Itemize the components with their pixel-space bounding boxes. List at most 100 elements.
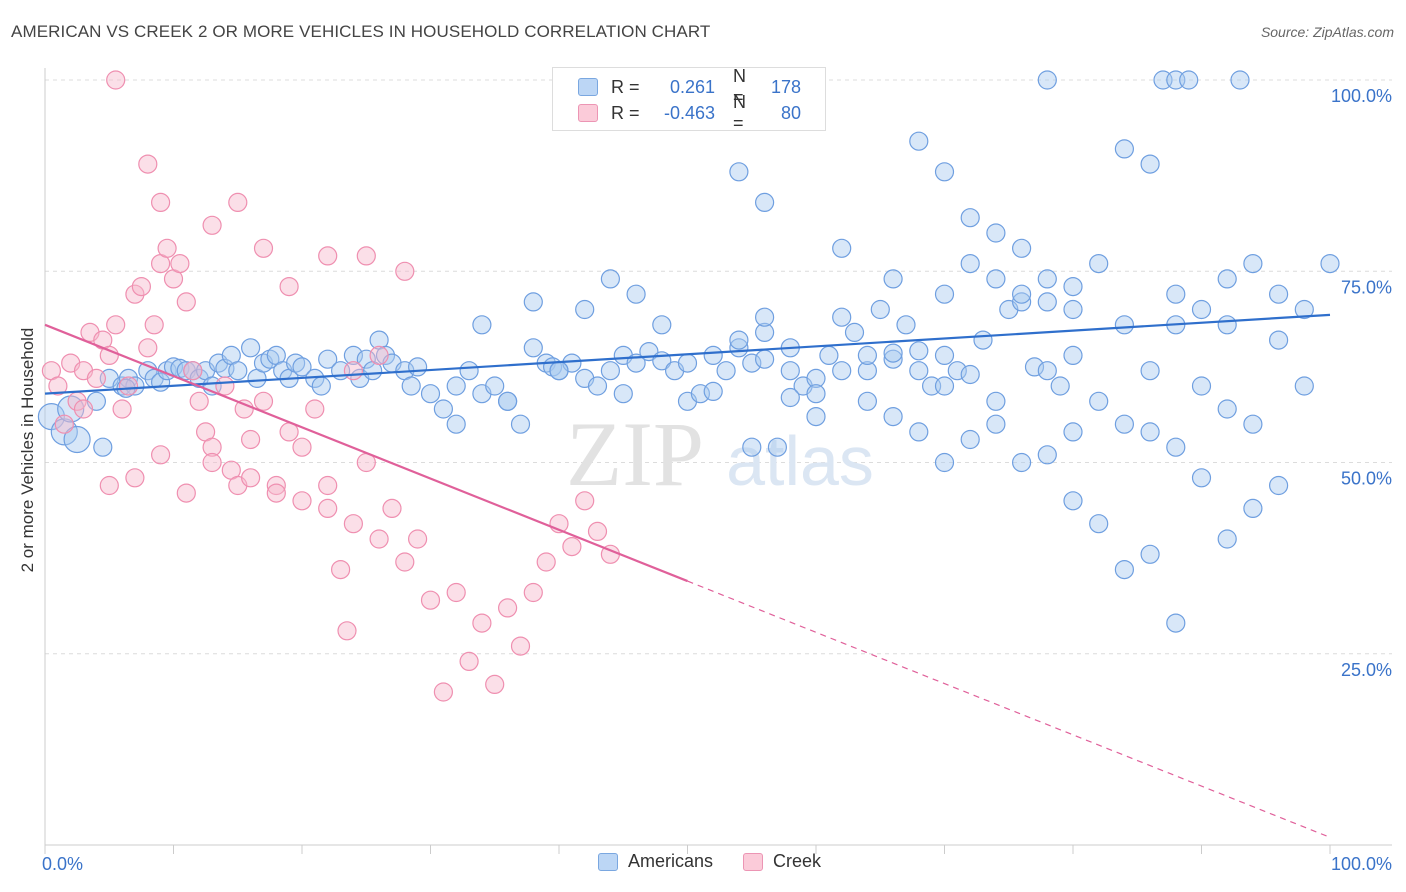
american-point — [960, 364, 980, 385]
american-point — [754, 307, 775, 327]
american-point — [1063, 277, 1083, 297]
american-point — [626, 284, 646, 304]
creek-point — [144, 315, 164, 335]
creek-point — [485, 674, 505, 695]
american-point — [433, 399, 453, 419]
american-point — [1268, 284, 1289, 304]
creek-point — [498, 598, 518, 618]
american-point — [729, 162, 749, 182]
american-point — [1140, 422, 1160, 442]
creek-point — [266, 483, 286, 503]
american-point — [909, 422, 929, 442]
american-point — [1140, 544, 1160, 564]
creek-point — [356, 246, 376, 266]
legend-item-americans[interactable]: Americans — [598, 851, 713, 872]
creek-trend-extension — [687, 580, 1331, 838]
american-point — [806, 384, 826, 404]
american-point — [806, 407, 826, 427]
n-value: 80 — [780, 102, 801, 123]
y-tick-label: 75.0% — [1341, 277, 1392, 297]
creek-point — [318, 498, 338, 518]
american-point — [767, 437, 788, 457]
american-point — [1294, 299, 1314, 320]
american-point — [883, 407, 903, 427]
american-point — [523, 292, 543, 312]
watermark-atlas: atlas — [726, 422, 874, 500]
creek-point — [562, 536, 582, 557]
american-point — [1268, 330, 1289, 350]
creek-point — [170, 254, 190, 274]
american-point — [986, 223, 1006, 243]
american-point — [1037, 361, 1057, 381]
american-point — [63, 425, 91, 454]
american-point — [1011, 238, 1032, 258]
american-point — [292, 357, 312, 377]
american-point — [1037, 70, 1057, 90]
creek-point — [131, 277, 151, 297]
american-point — [883, 349, 903, 369]
american-point — [1063, 422, 1083, 442]
creek-point — [408, 529, 428, 549]
y-tick-label: 50.0% — [1341, 469, 1392, 489]
series-legend: Americans Creek — [598, 851, 851, 872]
creek-point — [99, 475, 119, 496]
creek-point — [318, 475, 338, 496]
creek-point — [292, 491, 312, 511]
chart-title: AMERICAN VS CREEK 2 OR MORE VEHICLES IN … — [11, 22, 711, 41]
american-point — [986, 269, 1006, 289]
american-point — [896, 315, 916, 335]
creek-point — [48, 376, 68, 396]
creek-point — [305, 399, 325, 419]
creek-point — [420, 590, 441, 610]
american-point — [934, 284, 955, 304]
american-point — [1114, 559, 1135, 580]
creek-trend-line — [44, 323, 688, 583]
american-point — [1037, 269, 1057, 289]
americans-swatch — [598, 852, 618, 871]
american-point — [1243, 254, 1263, 274]
stats-legend: R = 0.261 N = 178 R = -0.463 N = 80 — [552, 66, 826, 133]
creek-point — [253, 238, 274, 258]
american-point — [1140, 361, 1160, 381]
creek-point — [241, 468, 261, 488]
american-point — [1024, 357, 1045, 377]
creek-point — [106, 70, 126, 90]
american-point — [472, 315, 492, 335]
creek-point — [510, 636, 531, 656]
creek-point — [472, 613, 492, 633]
american-point — [575, 299, 595, 320]
american-point — [742, 437, 762, 457]
r-value: -0.463 — [663, 102, 715, 123]
creek-point — [157, 238, 177, 258]
creek-point — [151, 445, 171, 465]
creek-point — [183, 361, 203, 381]
american-point — [549, 361, 569, 381]
american-point — [986, 414, 1006, 434]
creek-point — [523, 582, 543, 603]
american-point — [844, 322, 865, 342]
american-point — [1179, 70, 1199, 90]
y-tick-label: 25.0% — [1341, 660, 1392, 680]
american-point — [420, 384, 441, 404]
n-value: 178 — [770, 76, 801, 97]
american-point — [716, 361, 736, 381]
creek-point — [433, 682, 453, 702]
american-point — [1166, 284, 1186, 304]
american-point — [754, 192, 775, 212]
american-point — [93, 437, 113, 457]
american-point — [1191, 299, 1212, 320]
american-point — [1114, 139, 1135, 159]
legend-item-creek[interactable]: Creek — [743, 851, 821, 872]
american-point — [1063, 299, 1083, 320]
creek-point — [73, 399, 94, 419]
creek-point — [369, 345, 389, 365]
american-point — [1217, 529, 1237, 549]
american-point — [960, 208, 980, 228]
american-point — [729, 330, 749, 350]
american-point — [510, 414, 531, 434]
creek-point — [459, 651, 479, 672]
american-point — [1217, 269, 1237, 289]
watermark: ZIP atlas — [566, 403, 874, 505]
creek-point — [395, 261, 415, 281]
